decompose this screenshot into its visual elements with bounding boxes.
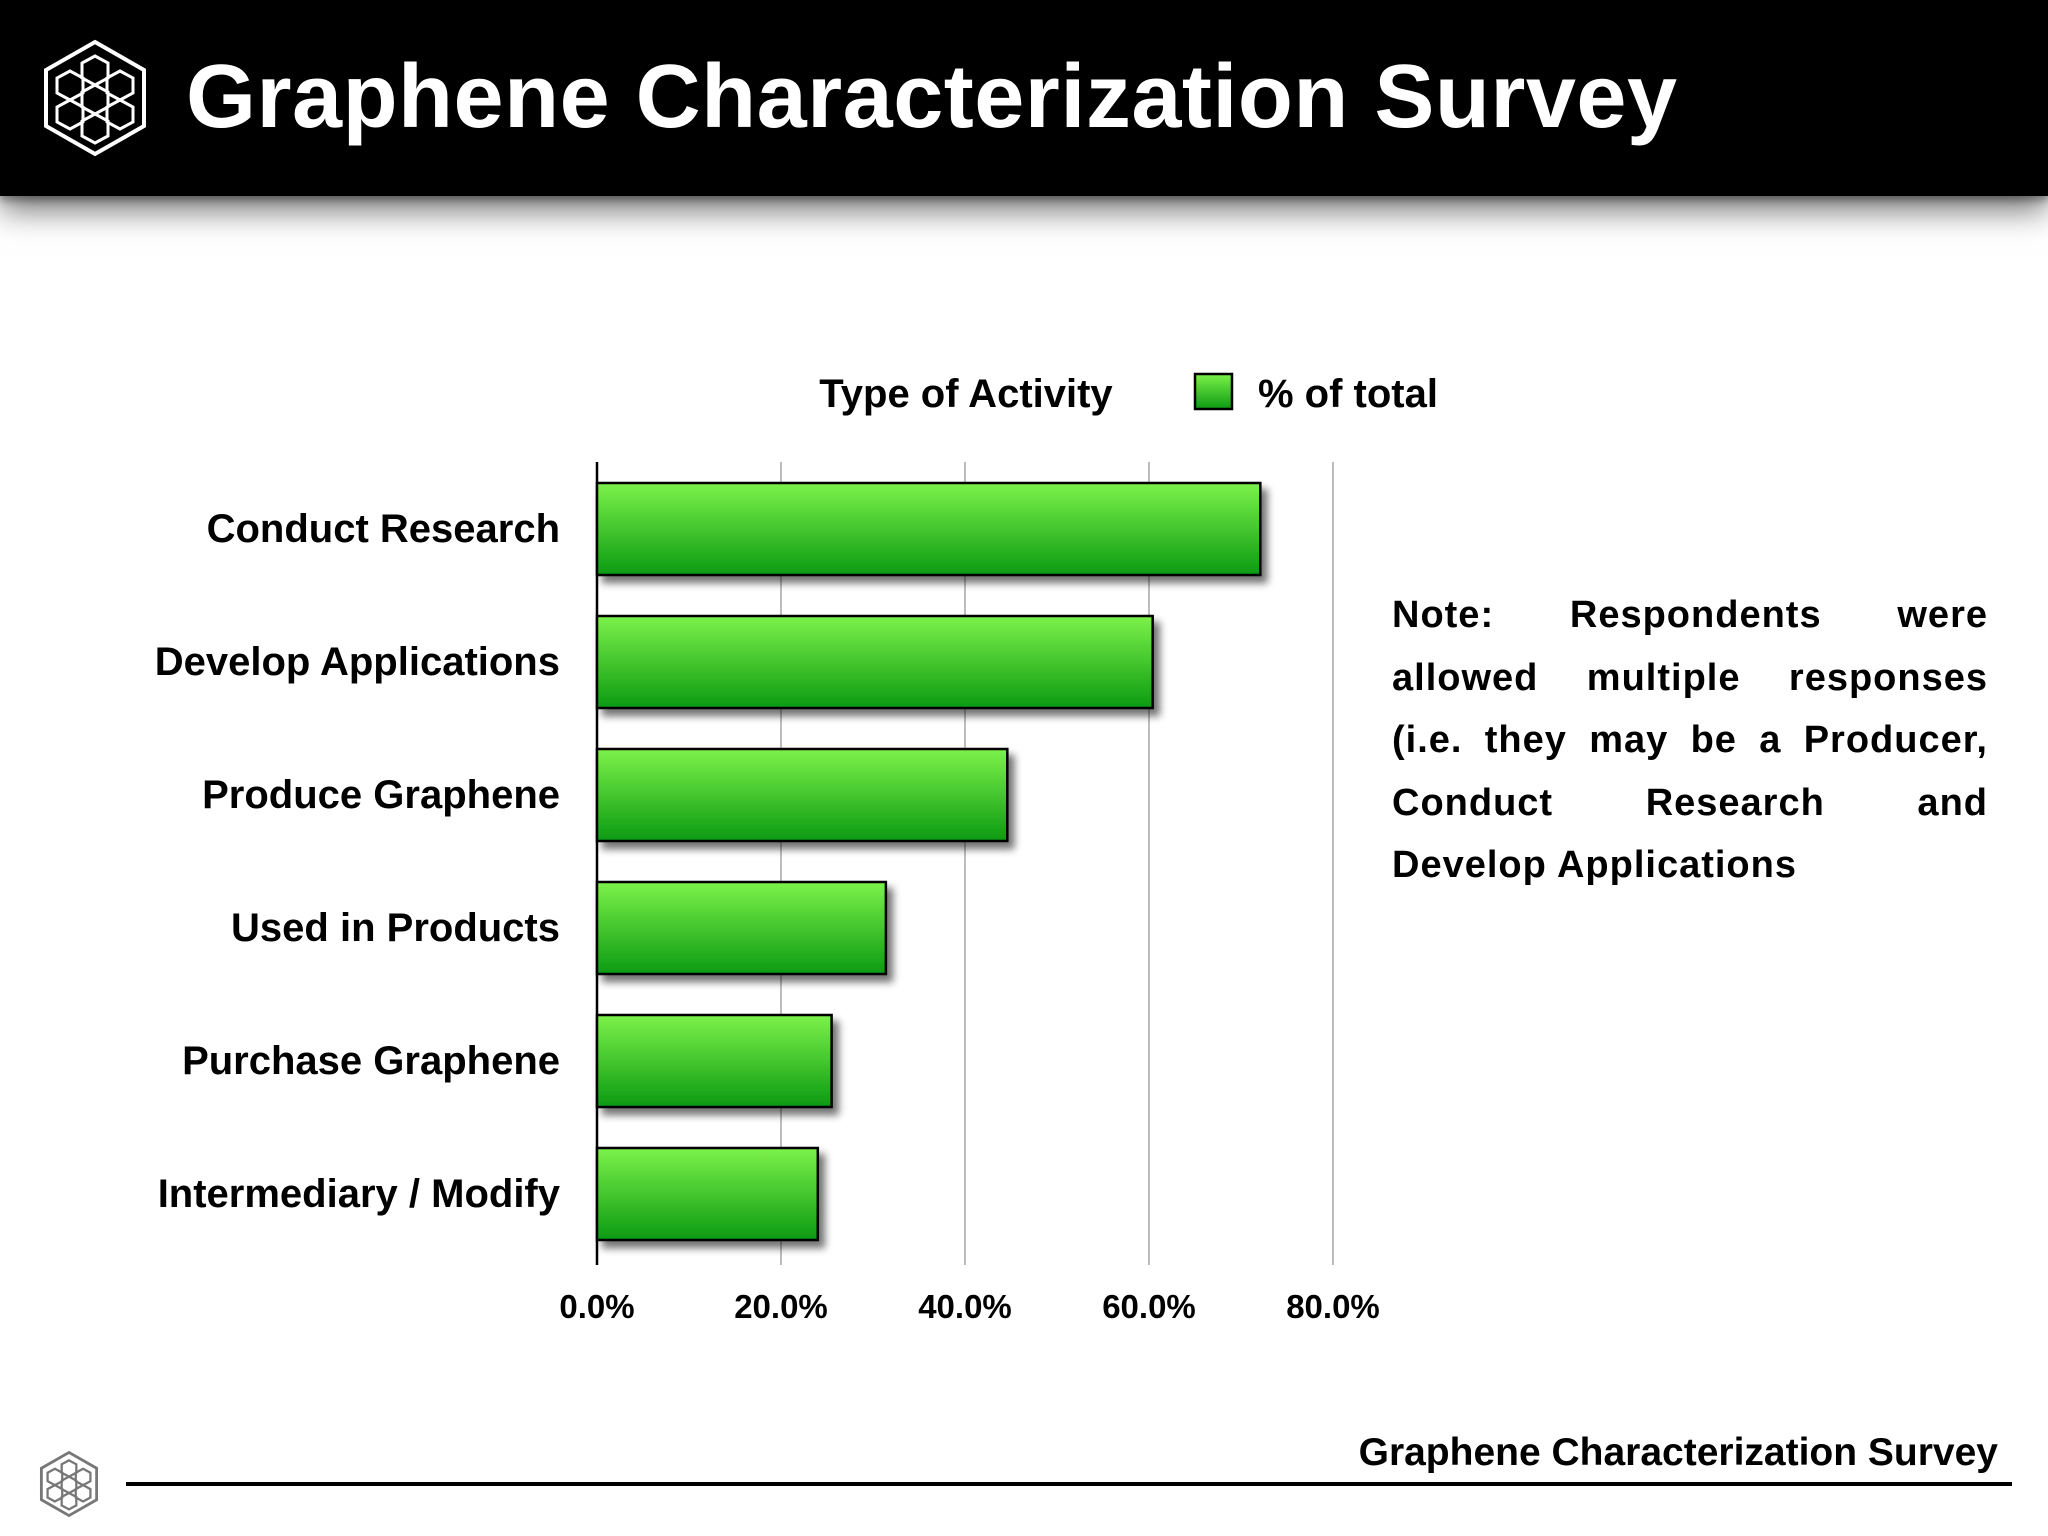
category-label: Produce Graphene [202,773,560,817]
bar-layer [595,481,1262,1242]
category-label: Develop Applications [155,640,560,684]
bar [595,1146,820,1242]
legend-swatch [1193,372,1234,411]
hexagon-molecule-icon [39,1450,99,1518]
category-label: Intermediary / Modify [158,1172,561,1216]
label-layer: 0.0% 20.0% 40.0% 60.0% 80.0% Conduct Research… [155,507,1380,1325]
x-tick-label: 0.0% [559,1288,634,1325]
x-tick-label: 40.0% [918,1288,1012,1325]
hexagon-molecule-icon [44,39,146,157]
footer-title: Graphene Characterization Survey [1358,1431,1998,1474]
bar [595,880,888,976]
x-tick-label: 60.0% [1102,1288,1196,1325]
x-tick-label: 20.0% [734,1288,828,1325]
bar [595,481,1262,577]
bar [595,1013,833,1109]
header-bar: Graphene Characterization Survey [0,0,2048,196]
bar [595,747,1009,843]
category-label: Conduct Research [207,507,560,551]
legend-label: % of total [1258,372,1438,416]
note-text: Note: Respondents were allowed multiple … [1392,594,1988,886]
grid-layer [595,462,1334,1265]
footer-divider [126,1482,2012,1486]
category-label: Used in Products [231,906,560,950]
bar [595,614,1154,710]
category-label: Purchase Graphene [182,1039,560,1083]
x-tick-label: 80.0% [1286,1288,1380,1325]
page-title: Graphene Characterization Survey [186,47,1678,147]
legend: Type of Activity % of total [819,372,1438,416]
chart-title: Type of Activity [819,372,1113,416]
